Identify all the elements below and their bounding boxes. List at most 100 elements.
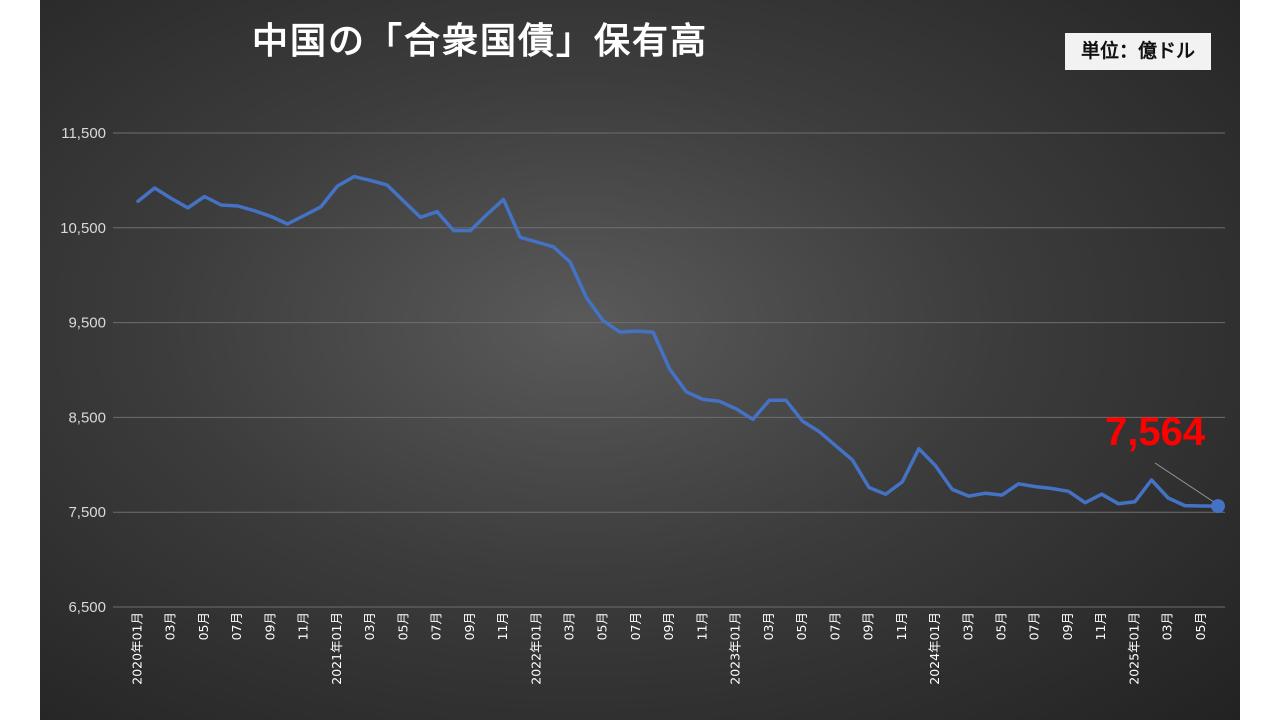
x-tick-label: 2023年01月 <box>728 612 743 685</box>
data-point <box>552 245 555 248</box>
x-tick-label: 2020年01月 <box>130 612 145 685</box>
data-point <box>1200 505 1203 508</box>
data-point <box>701 398 704 401</box>
data-point <box>751 418 754 421</box>
data-point <box>535 241 538 244</box>
data-point <box>353 175 356 178</box>
x-tick-label: 11月 <box>296 612 311 640</box>
x-tick-label: 11月 <box>694 612 709 640</box>
data-point <box>1050 487 1053 490</box>
data-point <box>602 319 605 322</box>
data-point <box>569 260 572 263</box>
data-point <box>668 368 671 371</box>
data-point <box>1167 496 1170 499</box>
x-tick-label: 03月 <box>960 612 975 640</box>
y-tick-label: 6,500 <box>68 599 106 616</box>
data-point <box>452 229 455 232</box>
x-tick-label: 09月 <box>1060 612 1075 640</box>
data-point <box>286 223 289 226</box>
data-point <box>170 197 173 200</box>
data-point <box>1133 500 1136 503</box>
data-point <box>469 229 472 232</box>
y-tick-label: 11,500 <box>61 125 106 142</box>
series-line <box>136 174 1220 508</box>
data-point <box>618 331 621 334</box>
x-tick-label: 09月 <box>861 612 876 640</box>
y-tick-label: 10,500 <box>60 220 106 237</box>
data-point <box>851 459 854 462</box>
y-tick-label: 7,500 <box>68 504 106 521</box>
data-point <box>718 400 721 403</box>
x-tick-label: 09月 <box>262 612 277 640</box>
data-point <box>868 486 871 489</box>
data-point <box>951 488 954 491</box>
data-point <box>1034 485 1037 488</box>
data-point <box>1150 478 1153 481</box>
data-point <box>884 493 887 496</box>
x-tick-label: 11月 <box>495 612 510 640</box>
data-point <box>685 390 688 393</box>
x-tick-label: 03月 <box>562 612 577 640</box>
data-point <box>153 186 156 189</box>
x-tick-label: 07月 <box>429 612 444 640</box>
data-point <box>1001 494 1004 497</box>
data-point <box>253 209 256 212</box>
data-point <box>303 214 306 217</box>
x-tick-label: 07月 <box>229 612 244 640</box>
data-point <box>369 179 372 182</box>
data-point <box>419 216 422 219</box>
data-point <box>652 331 655 334</box>
data-point <box>485 213 488 216</box>
data-point <box>917 447 920 450</box>
data-point <box>984 492 987 495</box>
x-tick-label: 05月 <box>794 612 809 640</box>
data-point <box>1084 501 1087 504</box>
data-point <box>768 399 771 402</box>
data-point <box>635 330 638 333</box>
data-point <box>934 464 937 467</box>
data-point <box>785 399 788 402</box>
x-tick-label: 05月 <box>395 612 410 640</box>
x-tick-label: 2024年01月 <box>927 612 942 685</box>
data-point <box>1017 482 1020 485</box>
chart-area: 中国の「合衆国債」保有高 単位：億ドル 6,500 7,500 8,500 9,500… <box>40 0 1240 720</box>
data-point <box>336 185 339 188</box>
annotation-leader-line <box>1154 462 1215 503</box>
x-tick-label: 05月 <box>595 612 610 640</box>
x-tick-label: 2025年01月 <box>1126 612 1141 685</box>
x-tick-label: 09月 <box>661 612 676 640</box>
data-point <box>1183 504 1186 507</box>
x-tick-label: 05月 <box>994 612 1009 640</box>
data-point <box>1100 493 1103 496</box>
data-point <box>269 215 272 218</box>
x-tick-label: 03月 <box>163 612 178 640</box>
x-tick-label: 07月 <box>628 612 643 640</box>
data-point <box>967 495 970 498</box>
data-point <box>236 204 239 207</box>
y-tick-label: 9,500 <box>68 315 106 332</box>
x-tick-label: 07月 <box>827 612 842 640</box>
data-point <box>735 407 738 410</box>
data-point <box>818 430 821 433</box>
last-value-label: 7,564 <box>1105 410 1206 454</box>
line-chart: 6,500 7,500 8,500 9,500 10,500 11,500 2020年01月… <box>60 125 1225 685</box>
data-point <box>502 198 505 201</box>
data-point <box>203 195 206 198</box>
x-tick-label: 2021年01月 <box>329 612 344 685</box>
data-point <box>220 204 223 207</box>
data-point <box>519 236 522 239</box>
data-point <box>1067 490 1070 493</box>
data-point <box>186 206 189 209</box>
data-point <box>585 296 588 299</box>
data-point <box>137 200 140 203</box>
chart-title: 中国の「合衆国債」保有高 <box>251 21 708 62</box>
last-value-marker <box>1211 499 1225 514</box>
x-tick-label: 09月 <box>462 612 477 640</box>
data-point <box>319 205 322 208</box>
x-tick-label: 2022年01月 <box>528 612 543 685</box>
x-tick-label: 11月 <box>1093 612 1108 640</box>
data-point <box>436 210 439 213</box>
x-tick-label: 03月 <box>761 612 776 640</box>
data-point <box>834 444 837 447</box>
x-tick-label: 03月 <box>1160 612 1175 640</box>
